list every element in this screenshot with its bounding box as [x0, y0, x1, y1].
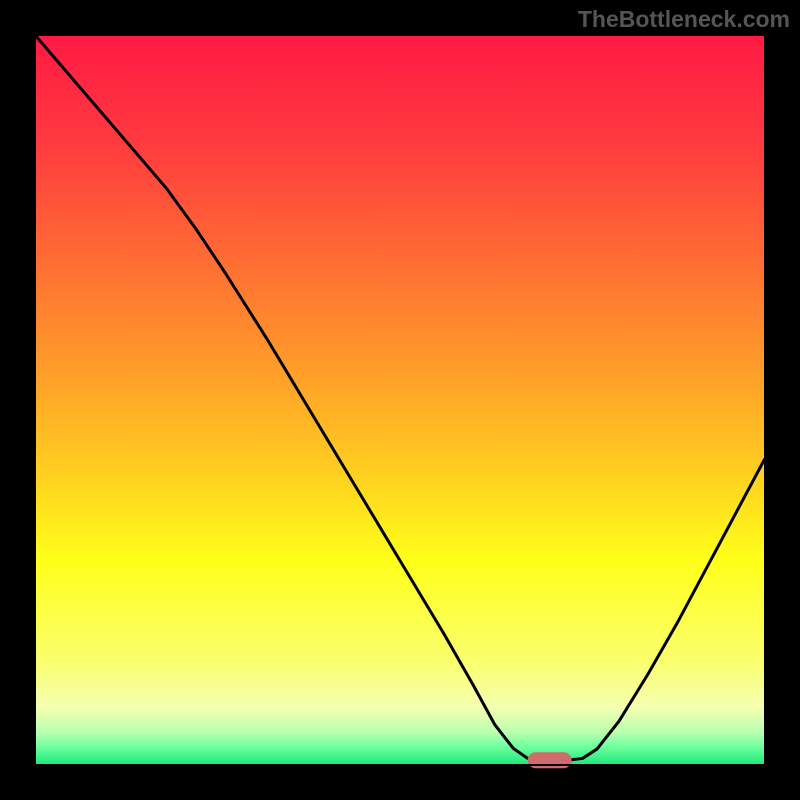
chart-stage: { "canvas": { "width": 800, "height": 80… — [0, 0, 800, 800]
plot-background — [35, 35, 765, 765]
chart-svg — [0, 0, 800, 800]
